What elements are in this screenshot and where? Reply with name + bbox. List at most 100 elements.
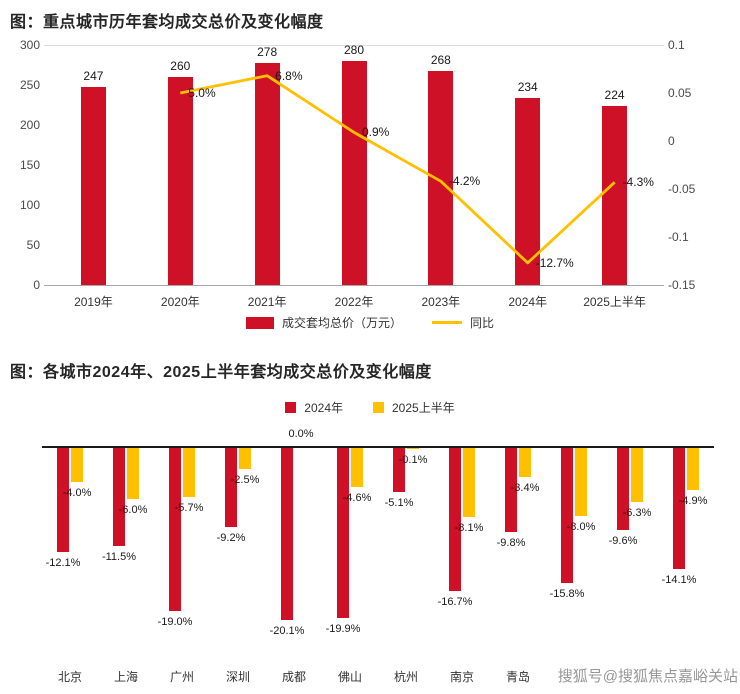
left-axis-tick: 50 xyxy=(26,238,40,252)
right-axis-tick: 0.05 xyxy=(668,86,692,100)
legend-2024-label: 2024年 xyxy=(304,401,343,415)
pct-change-label: -12.1% xyxy=(45,556,81,569)
left-axis-tick: 250 xyxy=(19,78,40,92)
pct-change-label: -4.6% xyxy=(342,492,372,505)
right-axis-tick: -0.05 xyxy=(668,182,696,196)
bar-2025h1 xyxy=(239,448,251,470)
city-label: 佛山 xyxy=(337,670,362,684)
pct-change-label: -0.1% xyxy=(398,453,428,466)
bar-2025h1 xyxy=(463,448,475,518)
bar-2024 xyxy=(225,448,237,527)
pct-change-label: -15.8% xyxy=(549,588,585,601)
pct-change-label: -20.1% xyxy=(269,625,305,638)
city-label: 杭州 xyxy=(393,670,418,684)
city-label: 深圳 xyxy=(225,670,250,684)
chart1-x-axis-line xyxy=(44,285,664,286)
yoy-point-label: 0.9% xyxy=(362,125,390,140)
price-bar xyxy=(515,97,541,285)
x-axis-label: 2024年 xyxy=(508,295,548,309)
price-bar xyxy=(254,62,280,285)
right-axis-tick: -0.15 xyxy=(668,278,696,292)
bar-2024 xyxy=(505,448,517,532)
pct-change-label: -3.4% xyxy=(510,482,540,495)
bar-2025h1 xyxy=(127,448,139,500)
legend-2025h1-swatch xyxy=(373,402,384,413)
bar-2024 xyxy=(393,448,405,492)
pct-change-label: -16.7% xyxy=(437,595,473,608)
yoy-point-label: -4.3% xyxy=(622,175,654,190)
legend-line-swatch xyxy=(432,321,462,324)
legend-bar-label: 成交套均总价（万元） xyxy=(281,316,402,330)
pct-change-label: -8.0% xyxy=(566,521,596,534)
x-axis-label: 2020年 xyxy=(160,295,200,309)
bar-value-label: 260 xyxy=(170,59,191,73)
bar-2025h1 xyxy=(575,448,587,517)
legend-2025h1-label: 2025上半年 xyxy=(392,401,455,415)
pct-change-label: -14.1% xyxy=(661,573,697,586)
bar-value-label: 234 xyxy=(517,79,538,94)
bar-2024 xyxy=(169,448,181,611)
x-axis-label: 2019年 xyxy=(74,295,113,309)
price-bar xyxy=(602,105,628,285)
price-bar xyxy=(428,70,454,285)
pct-change-label: -6.3% xyxy=(622,506,652,519)
bar-2024 xyxy=(561,448,573,584)
left-axis-tick: 150 xyxy=(19,158,40,172)
pct-change-label: -6.0% xyxy=(118,504,148,517)
yoy-point-label: -12.7% xyxy=(535,255,574,270)
bar-value-label: 247 xyxy=(83,69,104,84)
bar-2025h1 xyxy=(351,448,363,488)
bar-value-label: 280 xyxy=(343,43,365,57)
pct-change-label: -4.0% xyxy=(62,487,92,500)
price-bar xyxy=(341,61,367,285)
right-axis-tick: 0.1 xyxy=(668,38,685,52)
bar-2025h1 xyxy=(71,448,83,483)
city-label: 广州 xyxy=(169,670,194,684)
pct-change-label: 0.0% xyxy=(288,428,314,440)
chart2-zero-axis xyxy=(42,446,714,448)
left-axis-tick: 100 xyxy=(19,198,40,212)
bar-value-label: 268 xyxy=(430,52,451,67)
bar-2024 xyxy=(57,448,69,552)
bar-2024 xyxy=(281,448,293,621)
city-label: 青岛 xyxy=(505,670,530,684)
pct-change-label: -19.9% xyxy=(325,623,361,636)
right-axis-tick: 0 xyxy=(668,134,675,148)
bar-value-label: 224 xyxy=(604,87,625,102)
yoy-point-label: -4.2% xyxy=(448,174,481,189)
bar-2025h1 xyxy=(183,448,195,497)
pct-change-label: -11.5% xyxy=(101,551,137,564)
city-label: 上海 xyxy=(113,670,138,684)
bar-2024 xyxy=(617,448,629,531)
yoy-point-label: 6.8% xyxy=(275,68,303,83)
legend-2024-swatch xyxy=(285,402,297,413)
left-axis-tick: 200 xyxy=(19,118,40,132)
pct-change-label: -19.0% xyxy=(157,615,193,628)
x-axis-label: 2023年 xyxy=(421,295,461,309)
pct-change-label: -2.5% xyxy=(230,474,260,487)
pct-change-label: -9.6% xyxy=(608,535,638,548)
yoy-line-path xyxy=(180,74,616,265)
x-axis-label: 2025上半年 xyxy=(583,295,646,309)
pct-change-label: -4.9% xyxy=(678,494,708,507)
pct-change-label: -9.8% xyxy=(496,536,526,549)
left-axis-tick: 0 xyxy=(33,278,40,292)
chart1-legend: 成交套均总价（万元） 同比 xyxy=(0,314,740,331)
pct-change-label: -8.1% xyxy=(454,522,484,535)
bar-2025h1 xyxy=(407,448,419,449)
chart1-top-gridline xyxy=(44,45,664,46)
city-label: 成都 xyxy=(281,670,306,684)
bar-2025h1 xyxy=(687,448,699,490)
bar-2025h1 xyxy=(631,448,643,502)
sohu-watermark: 搜狐号@搜狐焦点嘉峪关站 xyxy=(557,668,738,685)
chart1-title: 图：重点城市历年套均成交总价及变化幅度 xyxy=(10,14,324,31)
left-axis-tick: 300 xyxy=(19,38,40,52)
pct-change-label: -5.7% xyxy=(174,501,204,514)
yoy-point-label: 5.0% xyxy=(188,86,216,100)
city-label: 南京 xyxy=(449,670,474,684)
pct-change-label: -5.1% xyxy=(384,496,414,509)
